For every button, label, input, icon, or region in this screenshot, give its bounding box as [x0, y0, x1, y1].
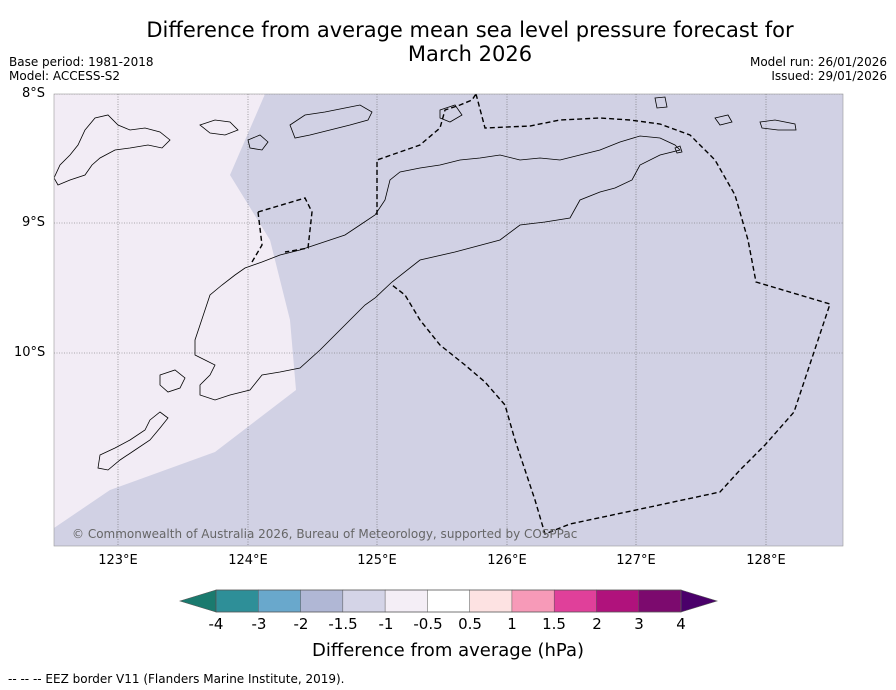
cb-tick-label: -4: [208, 615, 224, 633]
lon-label-125e: 125°E: [357, 553, 397, 568]
lakor-island: [714, 114, 733, 126]
cb-tick-label: -1: [378, 615, 394, 633]
west-region: [54, 94, 296, 528]
lon-label-124e: 124°E: [228, 553, 268, 568]
sawu-island: [97, 411, 169, 471]
colorbar-box: [596, 589, 640, 613]
alor-island: [54, 114, 171, 186]
coastlines: [54, 96, 797, 471]
lat-label-10s: 10°S: [14, 345, 46, 360]
colorbar: [178, 589, 719, 613]
cb-tick-label: 2: [592, 615, 602, 633]
cb-tick-label: 4: [676, 615, 686, 633]
base-period: Base period: 1981-2018: [9, 55, 154, 69]
atauro-island: [247, 134, 269, 151]
colorbar-boxes: [215, 589, 682, 613]
lat-label-8s: 8°S: [22, 86, 46, 101]
graticule: [54, 94, 843, 546]
rinca-island: [439, 104, 463, 123]
title-line-1: Difference from average mean sea level p…: [146, 18, 794, 42]
colorbar-min-arrow: [178, 589, 217, 613]
colorbar-frame: [215, 589, 682, 613]
cb-tick-label: -1.5: [328, 615, 358, 633]
colorbar-max-arrow: [680, 589, 719, 613]
issued-date: Issued: 29/01/2026: [771, 69, 887, 83]
lon-label-127e: 127°E: [616, 553, 656, 568]
eez-footnote: -- -- -- EEZ border V11 (Flanders Marine…: [8, 672, 345, 686]
colorbar-box: [300, 589, 344, 613]
model-name: Model: ACCESS-S2: [9, 69, 121, 83]
map-area: © Commonwealth of Australia 2026, Bureau…: [54, 94, 843, 546]
moa-island: [759, 119, 797, 131]
meta-left: Base period: 1981-2018 Model: ACCESS-S2: [9, 55, 154, 83]
copyright-notice: © Commonwealth of Australia 2026, Bureau…: [72, 527, 577, 541]
colorbar-box: [384, 589, 428, 613]
title-line-2: March 2026: [407, 42, 533, 66]
timor-island: [194, 135, 681, 401]
cb-tick-label: 0.5: [458, 615, 482, 633]
model-run: Model run: 26/01/2026: [749, 55, 887, 69]
colorbar-box: [427, 589, 471, 613]
colorbar-box: [511, 589, 555, 613]
colorbar-box: [638, 589, 682, 613]
lon-label-123e: 123°E: [98, 553, 138, 568]
colorbar-box: [553, 589, 597, 613]
colorbar-box: [469, 589, 513, 613]
lon-label-128e: 128°E: [746, 553, 786, 568]
jaco-island: [674, 145, 683, 154]
map-frame: [53, 93, 844, 547]
cb-tick-label: -2: [293, 615, 309, 633]
cb-tick-label: 1: [507, 615, 517, 633]
cb-tick-label: -3: [251, 615, 267, 633]
cb-tick-label: 1.5: [542, 615, 566, 633]
kisar-island: [199, 119, 239, 136]
cb-tick-label: -0.5: [413, 615, 443, 633]
eez-border: [251, 94, 831, 535]
chart-title: Difference from average mean sea level p…: [120, 18, 820, 66]
rote-island: [159, 369, 186, 393]
wetar-island: [289, 104, 373, 139]
colorbar-box: [258, 589, 302, 613]
cb-tick-label: 3: [634, 615, 644, 633]
lat-label-9s: 9°S: [22, 215, 46, 230]
colorbar-box: [215, 589, 259, 613]
leti-island: [654, 96, 668, 109]
colorbar-box: [342, 589, 386, 613]
colorbar-title: Difference from average (hPa): [311, 640, 585, 661]
lon-label-126e: 126°E: [487, 553, 527, 568]
meta-right: Model run: 26/01/2026 Issued: 29/01/2026: [750, 55, 887, 83]
